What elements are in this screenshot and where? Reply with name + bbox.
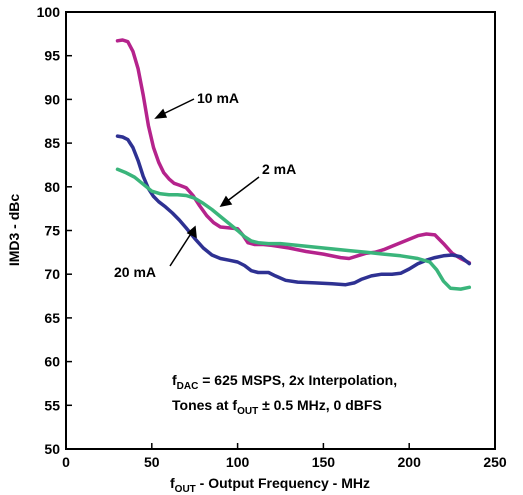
y-tick-label: 100 <box>37 4 61 20</box>
y-tick-label: 60 <box>44 354 60 370</box>
y-tick-label: 50 <box>44 441 60 457</box>
series-group <box>115 38 472 291</box>
x-tick-label: 250 <box>483 454 507 470</box>
y-axis: 50 55 60 65 70 75 80 85 90 95 100 <box>37 4 72 457</box>
y-tick-label: 95 <box>44 48 60 64</box>
series-label-20ma: 20 mA <box>114 264 156 280</box>
arrowhead-2ma <box>219 195 233 208</box>
series-label-2ma: 2 mA <box>262 161 296 177</box>
arrowhead-20ma <box>186 225 197 239</box>
arrow-10ma <box>160 98 195 116</box>
x-tick-label: 50 <box>144 454 160 470</box>
note-box <box>165 362 475 424</box>
x-tick-label: 0 <box>62 454 70 470</box>
x-tick-label: 100 <box>226 454 250 470</box>
note-line-2: Tones at fOUT ± 0.5 MHz, 0 dBFS <box>172 397 382 417</box>
y-tick-label: 80 <box>44 179 60 195</box>
x-tick-label: 200 <box>398 454 422 470</box>
x-tick-label: 150 <box>312 454 336 470</box>
series-line-20ma <box>115 134 472 287</box>
arrow-2ma <box>225 176 260 203</box>
series-label-10ma: 10 mA <box>197 90 239 106</box>
annotation-arrows <box>154 98 260 267</box>
series-line-2ma <box>115 167 472 291</box>
series-line-10ma <box>115 38 472 265</box>
note-line-1: fDAC = 625 MSPS, 2x Interpolation, <box>172 372 397 392</box>
y-tick-label: 55 <box>44 397 60 413</box>
y-tick-label: 90 <box>44 91 60 107</box>
y-tick-label: 85 <box>44 135 60 151</box>
y-tick-label: 75 <box>44 223 60 239</box>
arrowhead-10ma <box>154 108 168 119</box>
y-tick-label: 65 <box>44 310 60 326</box>
y-tick-label: 70 <box>44 266 60 282</box>
x-axis: 0 50 100 150 200 250 <box>62 443 507 470</box>
y-axis-title: IMD3 - dBc <box>6 194 22 267</box>
arrow-20ma <box>169 231 193 267</box>
x-axis-title: fOUT - Output Frequency - MHz <box>170 475 370 495</box>
